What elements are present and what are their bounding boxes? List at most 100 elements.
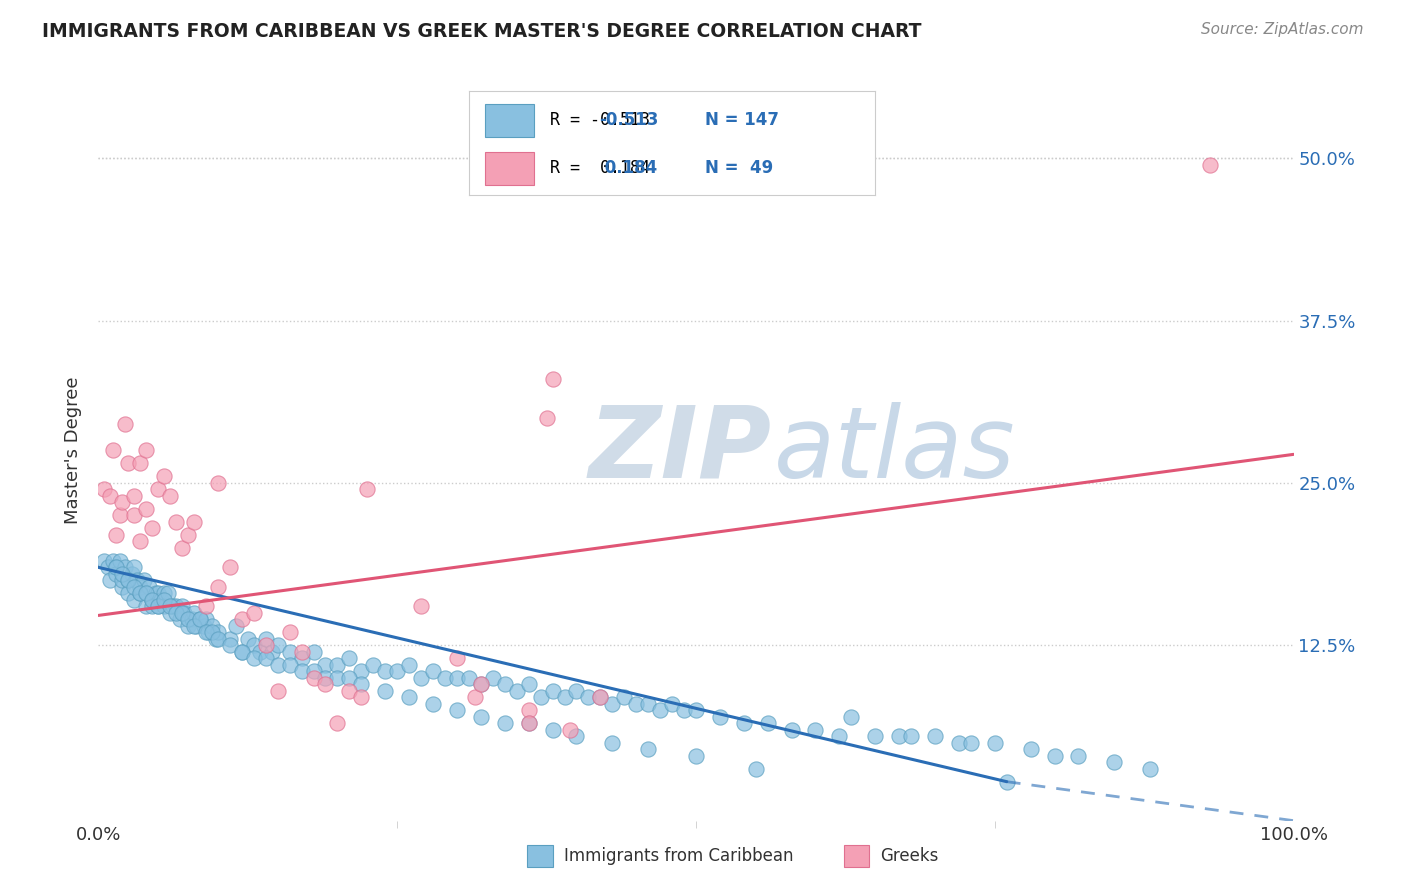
Point xyxy=(536,411,558,425)
Point xyxy=(374,665,396,679)
Point xyxy=(141,599,163,614)
Point xyxy=(117,574,139,588)
Point xyxy=(231,612,253,626)
Point xyxy=(464,690,486,705)
Point xyxy=(243,606,266,620)
Point xyxy=(339,651,361,665)
Point xyxy=(148,586,170,600)
Point xyxy=(398,657,420,672)
Point xyxy=(1043,748,1066,763)
Point xyxy=(673,703,696,717)
Point xyxy=(129,457,152,471)
Point xyxy=(105,560,128,574)
Point xyxy=(183,606,205,620)
Point xyxy=(889,729,911,743)
Point xyxy=(231,645,253,659)
Point xyxy=(434,671,457,685)
Point xyxy=(111,495,134,509)
Point xyxy=(93,483,115,497)
Point xyxy=(733,716,755,731)
Point xyxy=(517,716,540,731)
Point xyxy=(135,443,157,458)
Point xyxy=(153,592,176,607)
Point xyxy=(195,625,218,640)
Point xyxy=(148,599,170,614)
Point xyxy=(165,599,187,614)
Point xyxy=(326,671,349,685)
Point xyxy=(398,690,420,705)
Point xyxy=(254,651,277,665)
Point xyxy=(446,651,468,665)
Point xyxy=(326,716,349,731)
Point xyxy=(278,625,301,640)
Point xyxy=(291,665,314,679)
Text: ZIP: ZIP xyxy=(589,402,772,499)
Point xyxy=(865,729,887,743)
Point xyxy=(117,586,139,600)
Point xyxy=(193,619,215,633)
Point xyxy=(177,619,200,633)
Point xyxy=(350,677,373,691)
Point xyxy=(195,599,218,614)
Point xyxy=(291,651,314,665)
Point xyxy=(613,690,636,705)
Point xyxy=(541,683,564,698)
Point xyxy=(356,483,378,497)
Point xyxy=(446,671,468,685)
Point xyxy=(177,612,200,626)
Point xyxy=(984,736,1007,750)
Point xyxy=(960,736,983,750)
Point xyxy=(278,657,301,672)
Point xyxy=(201,619,224,633)
Point xyxy=(111,580,134,594)
Point xyxy=(637,742,659,756)
Point xyxy=(541,723,564,737)
Point xyxy=(207,475,229,490)
Point xyxy=(183,619,205,633)
Point xyxy=(326,657,349,672)
Point xyxy=(145,586,167,600)
Point xyxy=(315,671,337,685)
Point xyxy=(148,483,170,497)
Point xyxy=(172,606,194,620)
Point xyxy=(98,574,122,588)
Point xyxy=(422,697,444,711)
Point xyxy=(135,586,157,600)
Point xyxy=(780,723,803,737)
Point xyxy=(530,690,553,705)
Point xyxy=(188,612,211,626)
Point xyxy=(411,671,433,685)
Text: Immigrants from Caribbean: Immigrants from Caribbean xyxy=(564,847,793,865)
Point xyxy=(541,372,564,386)
Point xyxy=(1199,158,1222,172)
Point xyxy=(162,599,184,614)
Point xyxy=(565,683,588,698)
Point xyxy=(117,574,139,588)
Point xyxy=(111,574,134,588)
Y-axis label: Master's Degree: Master's Degree xyxy=(63,376,82,524)
Point xyxy=(267,638,290,652)
Point xyxy=(125,574,148,588)
Point xyxy=(165,606,187,620)
Point xyxy=(315,657,337,672)
Point xyxy=(204,632,226,646)
Point xyxy=(1139,762,1161,776)
Point xyxy=(339,683,361,698)
Point xyxy=(578,690,600,705)
Point xyxy=(339,671,361,685)
Point xyxy=(153,599,176,614)
Point xyxy=(291,645,314,659)
Point xyxy=(481,671,505,685)
Point xyxy=(900,729,922,743)
Point xyxy=(183,515,205,529)
Point xyxy=(560,723,582,737)
Point xyxy=(1019,742,1042,756)
Point xyxy=(685,703,707,717)
Point xyxy=(236,632,259,646)
Point xyxy=(841,710,863,724)
Point xyxy=(1067,748,1090,763)
Point xyxy=(153,586,176,600)
Point xyxy=(458,671,481,685)
Point xyxy=(101,554,124,568)
Point xyxy=(648,703,672,717)
